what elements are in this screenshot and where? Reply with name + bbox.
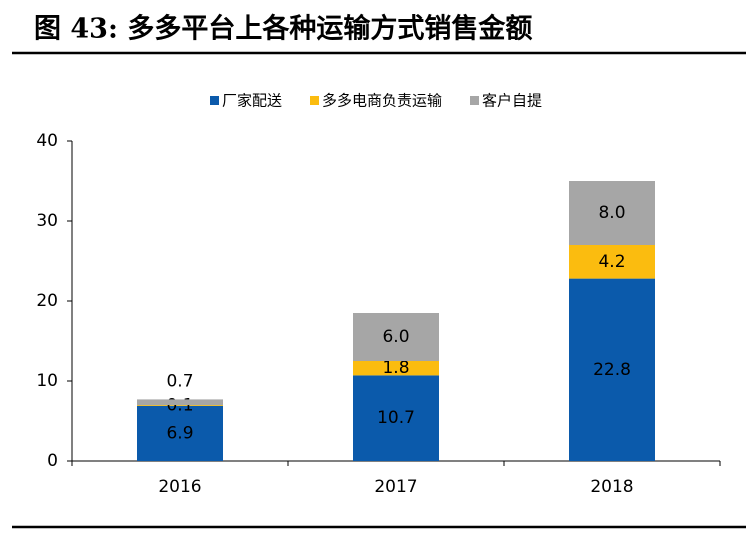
bar-segment xyxy=(569,181,655,245)
legend-label: 客户自提 xyxy=(482,92,542,110)
data-label: 0.7 xyxy=(166,371,193,391)
chart-title: 图 43: 多多平台上各种运输方式销售金额 xyxy=(34,13,532,45)
y-tick-label: 0 xyxy=(47,451,58,471)
data-label: 22.8 xyxy=(593,360,631,380)
bar-segment xyxy=(137,405,223,461)
bar-segment xyxy=(137,405,223,406)
data-label: 6.9 xyxy=(166,423,193,443)
legend-label: 多多电商负责运输 xyxy=(322,92,442,110)
bar-segment xyxy=(353,313,439,361)
bar-segment xyxy=(569,278,655,461)
legend-swatch xyxy=(470,96,479,105)
legend-swatch xyxy=(210,96,219,105)
legend-label: 厂家配送 xyxy=(222,92,282,110)
y-tick-label: 30 xyxy=(36,211,58,231)
data-label: 10.7 xyxy=(377,408,415,428)
bar-segment xyxy=(353,361,439,376)
x-tick-label: 2018 xyxy=(590,477,633,497)
data-label: 4.2 xyxy=(598,252,625,272)
bar-segment xyxy=(353,375,439,461)
y-tick-label: 40 xyxy=(36,131,58,151)
legend-swatch xyxy=(310,96,319,105)
bar-segment xyxy=(569,245,655,279)
x-tick-label: 2016 xyxy=(158,477,201,497)
data-label: 0.1 xyxy=(166,395,193,415)
x-tick-label: 2017 xyxy=(374,477,417,497)
y-tick-label: 20 xyxy=(36,291,58,311)
bar-segment xyxy=(137,399,223,405)
data-label: 8.0 xyxy=(598,203,625,223)
legend: 厂家配送 多多电商负责运输 客户自提 xyxy=(210,92,542,110)
data-label: 6.0 xyxy=(382,327,409,347)
y-tick-label: 10 xyxy=(36,371,58,391)
data-label: 1.8 xyxy=(382,358,409,378)
